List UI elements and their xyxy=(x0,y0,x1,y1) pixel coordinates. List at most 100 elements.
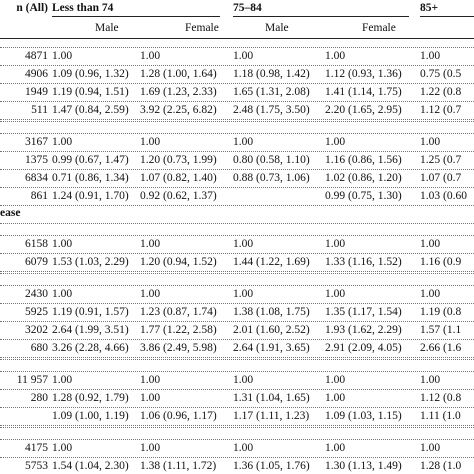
separator xyxy=(0,223,474,224)
cell: 0.75 (0.5 xyxy=(420,68,462,80)
separator xyxy=(0,303,474,304)
cell: 1.00 xyxy=(233,238,254,250)
n-cell: 280 xyxy=(30,392,48,404)
cell: 1.00 xyxy=(325,136,346,148)
cell: 1.19 (0.94, 1.51) xyxy=(52,86,129,98)
cell: 0.80 (0.58, 1.10) xyxy=(233,154,310,166)
cell: 1.44 (1.22, 1.69) xyxy=(233,256,310,268)
separator xyxy=(0,407,474,408)
cell: 1.93 (1.62, 2.29) xyxy=(325,324,402,336)
cell: 1.19 (0.91, 1.57) xyxy=(52,306,129,318)
group-header: 75–84 xyxy=(233,2,262,14)
cell: 1.00 xyxy=(140,442,161,454)
n-cell: 11 957 xyxy=(16,374,48,386)
cell: 1.00 xyxy=(420,374,441,386)
separator xyxy=(0,359,474,360)
n-cell: 1949 xyxy=(25,86,48,98)
n-cell: 3167 xyxy=(25,136,48,148)
separator xyxy=(0,47,474,48)
cell: 1.00 xyxy=(52,288,73,300)
cell: 1.69 (1.23, 2.33) xyxy=(140,86,217,98)
cell: 2.91 (2.09, 4.05) xyxy=(325,342,402,354)
separator xyxy=(0,273,474,274)
cell: 1.00 xyxy=(233,374,254,386)
cell: 1.00 xyxy=(325,238,346,250)
n-cell: 861 xyxy=(30,190,48,202)
cell: 1.20 (0.73, 1.99) xyxy=(140,154,217,166)
separator xyxy=(0,119,474,120)
cell: 1.00 xyxy=(52,50,73,62)
separator xyxy=(0,101,474,102)
sub-header: Female xyxy=(185,22,219,34)
separator xyxy=(0,151,474,152)
cell: 1.20 (0.94, 1.52) xyxy=(140,256,217,268)
cell: 1.47 (0.84, 2.59) xyxy=(52,104,129,116)
separator xyxy=(0,371,474,372)
cell: 1.09 (1.00, 1.19) xyxy=(52,410,129,422)
section-label: ease xyxy=(0,207,21,219)
separator xyxy=(0,253,474,254)
cell: 1.28 (1.0 xyxy=(420,460,462,472)
cell: 1.30 (1.13, 1.49) xyxy=(325,460,402,472)
separator xyxy=(0,339,474,340)
cell: 1.00 xyxy=(140,50,161,62)
separator xyxy=(0,133,474,134)
cell: 1.19 (0.8 xyxy=(420,306,462,318)
n-cell: 4871 xyxy=(25,50,48,62)
separator xyxy=(0,169,474,170)
cell: 1.00 xyxy=(420,442,441,454)
cell: 1.28 (0.92, 1.79) xyxy=(52,392,129,404)
cell: 1.35 (1.17, 1.54) xyxy=(325,306,402,318)
separator xyxy=(0,427,474,428)
cell: 1.09 (0.96, 1.32) xyxy=(52,68,129,80)
cell: 0.99 (0.75, 1.30) xyxy=(325,190,402,202)
cell: 1.00 xyxy=(420,238,441,250)
n-cell: 2430 xyxy=(25,288,48,300)
cell: 0.88 (0.73, 1.06) xyxy=(233,172,310,184)
cell: 1.00 xyxy=(140,374,161,386)
cell: 1.00 xyxy=(420,288,441,300)
cell: 1.12 (0.93, 1.36) xyxy=(325,68,402,80)
separator xyxy=(0,389,474,390)
cell: 3.26 (2.28, 4.66) xyxy=(52,342,129,354)
separator xyxy=(0,65,474,66)
cell: 1.00 xyxy=(420,50,441,62)
cell: 1.24 (0.91, 1.70) xyxy=(52,190,129,202)
cell: 3.92 (2.25, 6.82) xyxy=(140,104,217,116)
separator xyxy=(0,425,474,426)
cell: 1.00 xyxy=(140,392,161,404)
cell: 1.00 xyxy=(52,442,73,454)
separator xyxy=(0,457,474,458)
cell: 1.00 xyxy=(140,136,161,148)
separator xyxy=(0,285,474,286)
n-cell: 5753 xyxy=(25,460,48,472)
cell: 1.06 (0.96, 1.17) xyxy=(140,410,217,422)
cell: 1.17 (1.11, 1.23) xyxy=(233,410,310,422)
cell: 1.00 xyxy=(325,392,346,404)
cell: 1.00 xyxy=(233,50,254,62)
separator xyxy=(0,271,474,272)
cell: 0.99 (0.67, 1.47) xyxy=(52,154,129,166)
cell: 1.36 (1.05, 1.76) xyxy=(233,460,310,472)
n-cell: 5925 xyxy=(25,306,48,318)
cell: 1.00 xyxy=(52,136,73,148)
sub-header: Male xyxy=(95,22,119,34)
n-cell: 6158 xyxy=(25,238,48,250)
cell: 1.00 xyxy=(325,288,346,300)
cell: 3.86 (2.49, 5.98) xyxy=(140,342,217,354)
cell: 1.31 (1.04, 1.65) xyxy=(233,392,310,404)
group-header: Less than 74 xyxy=(52,2,114,14)
n-cell: 4906 xyxy=(25,68,48,80)
cell: 1.12 (0.7 xyxy=(420,104,462,116)
sub-header: Female xyxy=(362,22,396,34)
cell: 1.00 xyxy=(52,374,73,386)
cell: 1.00 xyxy=(140,238,161,250)
cell: 1.00 xyxy=(52,238,73,250)
cell: 1.22 (0.8 xyxy=(420,86,462,98)
cell: 2.64 (1.91, 3.65) xyxy=(233,342,310,354)
n-cell: 6079 xyxy=(25,256,48,268)
cell: 1.00 xyxy=(140,288,161,300)
cell: 2.48 (1.75, 3.50) xyxy=(233,104,310,116)
cell: 1.00 xyxy=(233,136,254,148)
cell: 1.65 (1.31, 2.08) xyxy=(233,86,310,98)
